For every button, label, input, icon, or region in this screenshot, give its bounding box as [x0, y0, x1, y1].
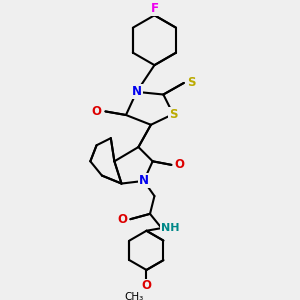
Text: O: O [141, 280, 152, 292]
Text: O: O [117, 213, 128, 226]
Text: NH: NH [161, 223, 180, 233]
Text: F: F [151, 2, 158, 15]
Text: CH₃: CH₃ [124, 292, 144, 300]
Text: O: O [174, 158, 184, 171]
Text: N: N [132, 85, 142, 98]
Text: O: O [92, 105, 102, 118]
Text: S: S [169, 108, 177, 121]
Text: N: N [139, 174, 149, 188]
Text: S: S [187, 76, 195, 89]
